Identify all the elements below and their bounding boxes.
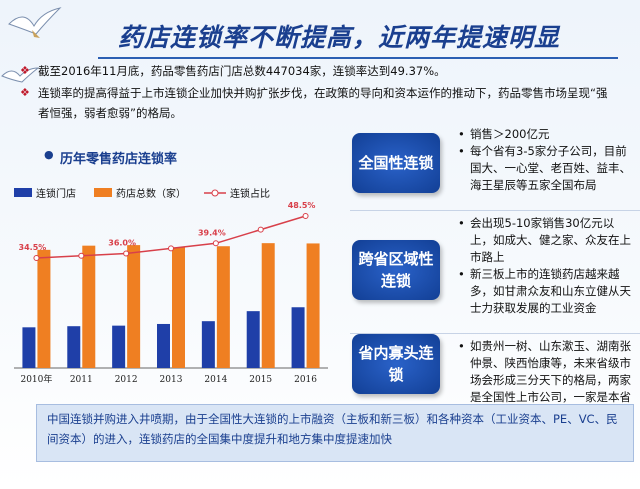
bar-total-stores (37, 249, 51, 368)
title-underline (98, 57, 618, 59)
x-tick-label: 2011 (70, 375, 93, 384)
x-tick-label: 2013 (160, 375, 183, 384)
x-tick-label: 2014 (204, 375, 227, 384)
ratio-point (212, 240, 219, 247)
x-tick-label: 2016 (294, 375, 317, 384)
bar-total-stores (261, 243, 275, 368)
list-item: 销售＞200亿元 (458, 126, 636, 143)
ratio-label: 36.0% (108, 239, 136, 248)
ratio-point (302, 213, 309, 219)
bar-total-stores (306, 243, 320, 368)
legend-swatch (14, 188, 32, 197)
regional-chain-desc: 会出现5-10家销售30亿元以上，如成大、健之家、众友在上市路上 新三板上市的连… (456, 215, 636, 317)
bar-chain-stores (22, 327, 36, 368)
seagull-icon (8, 7, 62, 38)
ratio-point (33, 255, 40, 261)
legend-line-marker (204, 189, 226, 196)
legend-label: 药店总数（家） (116, 189, 186, 200)
list-item: 新三板上市的连锁药店越来越多，如甘肃众友和山东立健从天士力获取发展的工业资金 (458, 266, 636, 317)
diamond-bullet-icon: ❖ (20, 64, 30, 77)
ratio-label: 39.4% (198, 228, 226, 237)
legend-label: 连锁占比 (230, 189, 270, 200)
bar-total-stores (216, 246, 230, 368)
box-provincial-chain: 省内寡头连锁 (352, 334, 440, 394)
bullet-text: 截至2016年11月底，药品零售药店门店总数447034家，连锁率达到49.37… (38, 64, 446, 78)
page-title: 药店连锁率不断提高，近两年提速明显 (118, 23, 561, 52)
legend-item-chain-stores: 连锁门店 (14, 185, 76, 200)
bar-total-stores (172, 247, 185, 368)
divider (350, 210, 640, 211)
bar-total-stores (82, 245, 96, 368)
x-tick-label: 2015 (249, 375, 272, 384)
national-chain-desc: 销售＞200亿元 每个省有3-5家分子公司，目前国大、一心堂、老百姓、益丰、海王… (456, 126, 636, 194)
chart-title: 历年零售药店连锁率 (60, 152, 178, 167)
x-tick-label: 2010年 (20, 373, 52, 384)
bullet-text: 连锁率的提高得益于上市连锁企业加快并购扩张步伐，在政策的导向和资本运作的推动下，… (38, 86, 608, 120)
bar-chain-stores (201, 321, 215, 368)
legend-label: 连锁门店 (36, 189, 76, 200)
bar-chain-stores (112, 325, 126, 368)
box-regional-chain: 跨省区域性连锁 (352, 240, 440, 300)
chart-legend: 连锁门店 药店总数（家） 连锁占比 (14, 185, 270, 200)
legend-item-chain-ratio: 连锁占比 (204, 185, 270, 200)
divider (350, 333, 640, 334)
bar-total-stores (127, 245, 141, 368)
chart-bullet-icon: ● (44, 148, 54, 161)
seagull-icon (1, 67, 40, 83)
bar-chain-stores (291, 307, 305, 368)
ratio-label: 48.5% (288, 201, 316, 210)
x-tick-label: 2012 (115, 375, 138, 384)
legend-swatch (94, 188, 112, 197)
ratio-label: 34.5% (19, 243, 47, 252)
bullet-chain-reason: ❖ 连锁率的提高得益于上市连锁企业加快并购扩张步伐，在政策的导向和资本运作的推动… (20, 83, 618, 123)
ratio-point (78, 252, 85, 259)
ratio-point (257, 226, 264, 233)
bar-chain-stores (157, 323, 170, 368)
summary-footer: 中国连锁并购进入井喷期，由于全国性大连锁的上市融资（主板和新三板）和各种资本（工… (36, 404, 634, 462)
bullet-store-count: ❖ 截至2016年11月底，药品零售药店门店总数447034家，连锁率达到49.… (20, 61, 618, 81)
box-national-chain: 全国性连锁 (352, 133, 440, 193)
chain-rate-chart: 2010年 2011 2012 2013 2014 2015 2016 34.5% 36.0% 3… (14, 201, 328, 384)
bar-chain-stores (67, 326, 81, 368)
diamond-bullet-icon: ❖ (20, 86, 30, 99)
ratio-point (123, 250, 130, 257)
legend-item-total-stores: 药店总数（家） (94, 185, 186, 200)
bar-chain-stores (246, 311, 260, 368)
list-item: 会出现5-10家销售30亿元以上，如成大、健之家、众友在上市路上 (458, 215, 636, 266)
ratio-point (168, 245, 174, 252)
list-item: 每个省有3-5家分子公司，目前国大、一心堂、老百姓、益丰、海王星辰等五家全国布局 (458, 143, 636, 194)
